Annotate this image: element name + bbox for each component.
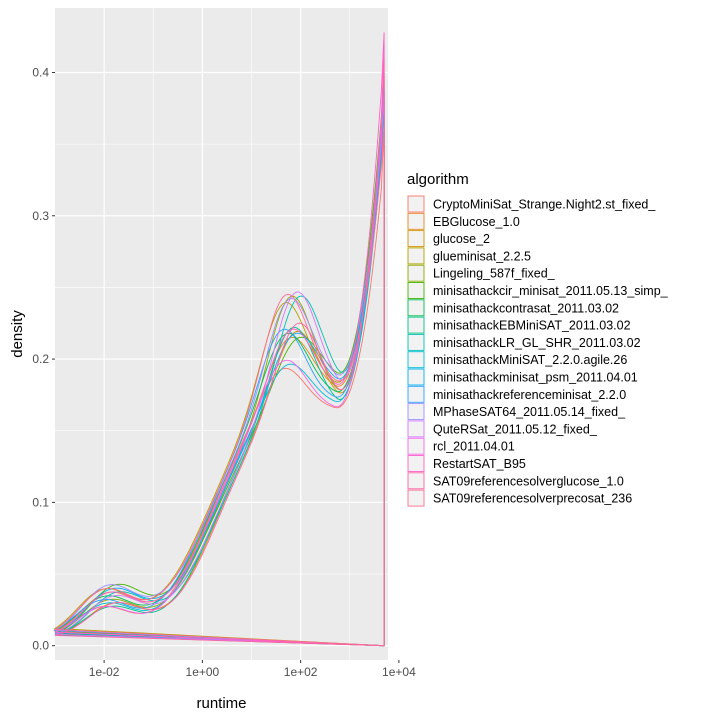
y-tick-label: 0.3 [32,209,49,223]
x-axis-title: runtime [196,695,246,712]
legend-key [407,420,425,438]
density-curve [53,122,385,647]
legend-label: minisathackminisat_psm_2011.04.01 [433,371,638,385]
legend-label: minisathackEBMiniSAT_2011.03.02 [433,319,631,333]
legend-label: SAT09referencesolverprecosat_236 [433,492,632,506]
legend-label: minisathackcir_minisat_2011.05.13_simp_ [433,284,669,298]
legend-label: EBGlucose_1.0 [433,215,520,229]
density-curve [54,32,385,647]
x-tick-label: 1e+04 [382,665,416,679]
density-curve [54,101,385,647]
legend-label: minisathackreferenceminisat_2.2.0 [433,388,626,402]
legend-label: Lingeling_587f_fixed_ [433,267,556,281]
legend-label: minisathackcontrasat_2011.03.02 [433,301,619,315]
legend-key [407,455,425,472]
density-curve [54,58,385,647]
x-axis: 1e-02 1e+00 1e+02 1e+04 [89,660,416,679]
legend-key [407,351,425,369]
y-tick-label: 0.2 [32,352,49,366]
density-curves [53,32,385,647]
legend-key [407,299,425,317]
legend-key [407,316,425,334]
legend-key [407,333,425,351]
legend-key [407,489,425,507]
legend-label: glueminisat_2.2.5 [433,249,531,263]
legend-label: RestartSAT_B95 [433,457,526,471]
y-tick-label: 0.0 [32,639,49,653]
legend-key [407,472,425,490]
y-tick-label: 0.1 [32,495,49,509]
legend-key [407,368,425,386]
legend-label: minisathackLR_GL_SHR_2011.03.02 [433,336,641,350]
legend-label: QuteRSat_2011.05.12_fixed_ [433,422,598,436]
legend-key [407,195,425,213]
plot-panel [55,8,388,660]
legend-label: minisathackMiniSAT_2.2.0.agile.26 [433,353,627,367]
y-axis: 0.0 0.1 0.2 0.3 0.4 [32,65,55,653]
legend-label: rcl_2011.04.01 [433,440,515,454]
y-axis-title: density [9,310,26,358]
legend-key [407,403,425,421]
legend-key [407,264,425,282]
x-tick-label: 1e+00 [186,665,220,679]
legend-key [407,212,425,230]
legend-key [407,247,425,265]
legend-label: glucose_2 [433,232,490,246]
density-curve [54,43,385,647]
legend-key [407,385,425,403]
legend-label: MPhaseSAT64_2011.05.14_fixed_ [433,405,626,419]
legend-key [407,437,425,455]
legend-title: algorithm [407,171,469,188]
density-curve [54,86,385,647]
legend-key [407,230,425,248]
x-tick-label: 1e+02 [284,665,318,679]
y-tick-label: 0.4 [32,65,49,79]
legend-label: CryptoMiniSat_Strange.Night2.st_fixed_ [433,198,656,212]
legend-label: SAT09referencesolverglucose_1.0 [433,474,624,488]
legend: algorithm CryptoMiniSat_Strange.Night2.s… [407,171,669,507]
x-tick-label: 1e-02 [89,665,120,679]
density-curve [54,72,385,647]
legend-key [407,282,425,299]
density-curve [54,79,385,647]
